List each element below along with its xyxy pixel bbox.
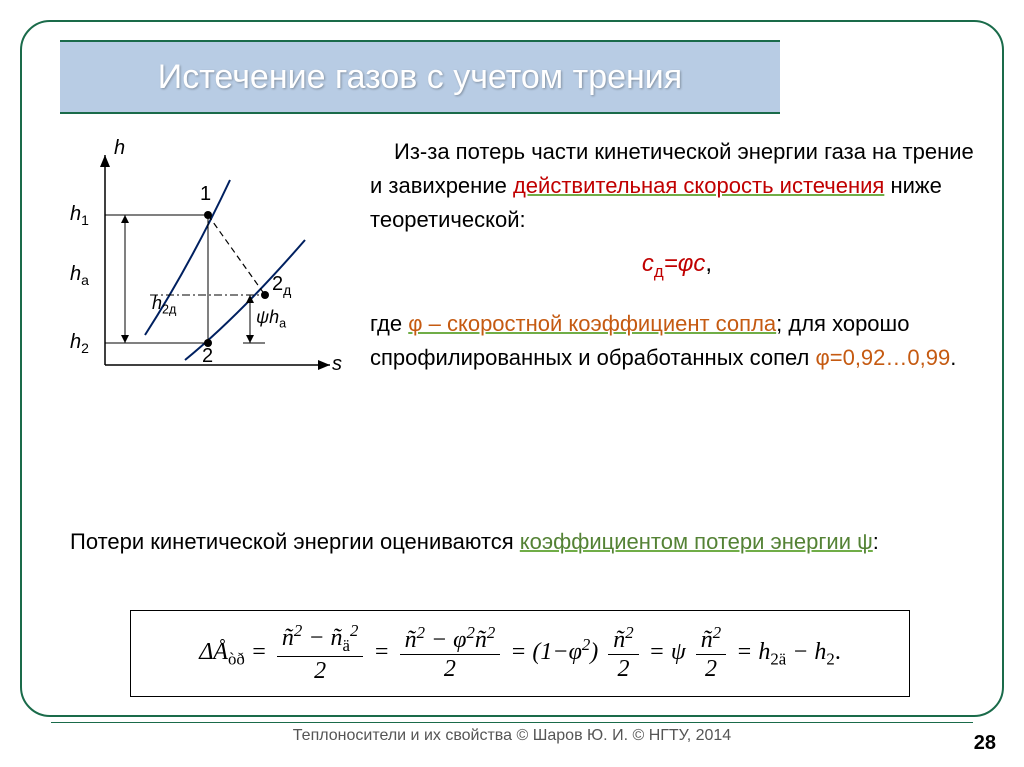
phi-range: φ=0,92…0,99 [815,345,950,370]
main-equation: ΔÅòð = ñ2 − ñä2 2 = ñ2 − φ2ñ2 2 = (1−φ2)… [130,610,910,697]
label-psiha: ψha [256,307,286,331]
label-h2: h2 [70,331,89,356]
paragraph-block: Из-за потерь части кинетической энергии … [370,135,984,375]
hs-diagram: h s h1 ha h2 h2д 1 2 2д ψha [50,135,350,395]
page-number: 28 [974,732,996,755]
frac-2: ñ2 − φ2ñ2 2 [400,623,501,685]
frac-4: ñ2 2 [696,623,726,685]
loss-coeff-term: коэффициентом потери энергии ψ [520,529,873,554]
label-h2d: h2д [152,293,176,317]
label-h1: h1 [70,203,89,228]
velocity-coeff-term: φ – скоростной коэффициент сопла [408,311,776,336]
eq-velocity: cд=φc, [370,245,984,285]
label-pt1: 1 [200,183,211,206]
title-text: Истечение газов с учетом трения [158,58,682,97]
actual-velocity-term: действительная скорость истечения [513,173,884,198]
label-pt2d: 2д [272,273,291,298]
main-equation-wrap: ΔÅòð = ñ2 − ñä2 2 = ñ2 − φ2ñ2 2 = (1−φ2)… [130,610,910,697]
frac-3: ñ2 2 [608,623,638,685]
label-pt2: 2 [202,345,213,368]
para-1: Из-за потерь части кинетической энергии … [370,135,984,237]
frac-1: ñ2 − ñä2 2 [277,621,363,686]
footer-text: Теплоносители и их свойства © Шаров Ю. И… [0,722,1024,745]
content-area: h s h1 ha h2 h2д 1 2 2д ψha Из-за потерь… [40,135,984,707]
para-2: где φ – скоростной коэффициент сопла; дл… [370,307,984,375]
slide-title: Истечение газов с учетом трения [60,40,780,114]
lower-text: Потери кинетической энергии оцениваются … [50,525,984,559]
label-ha: ha [70,263,89,288]
axis-s: s [332,353,342,376]
axis-h: h [114,137,125,160]
